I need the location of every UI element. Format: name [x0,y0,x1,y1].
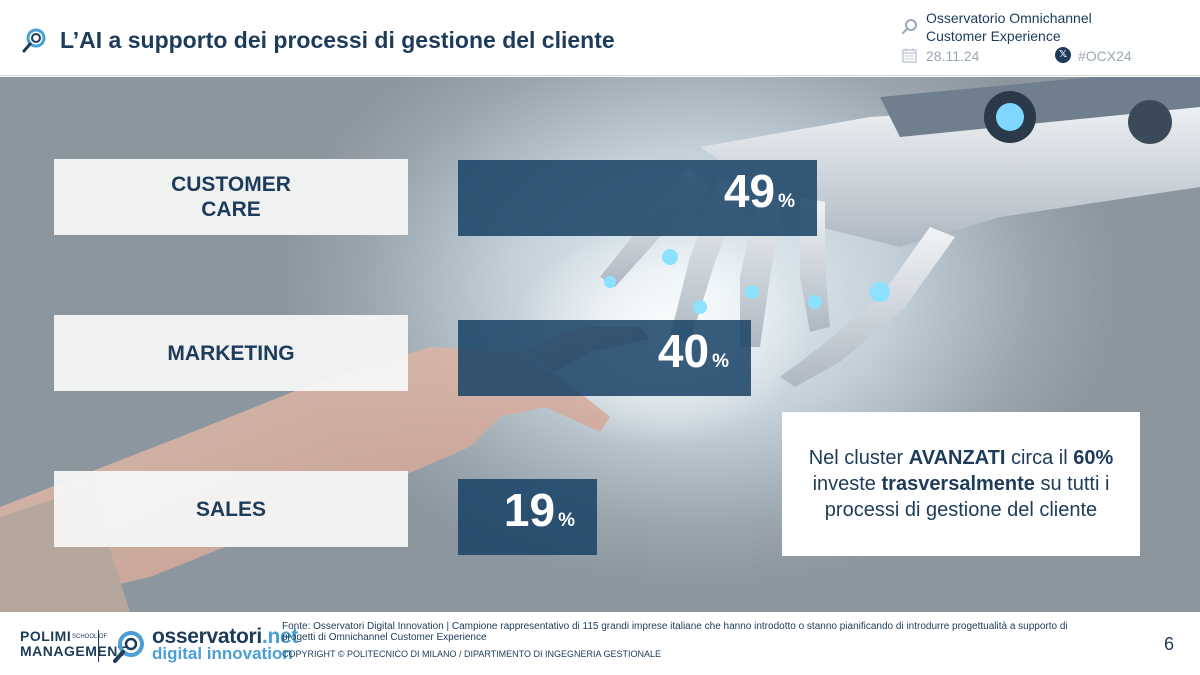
value-number: 19 [503,484,556,536]
category-label-customer-care: CUSTOMER CARE [54,159,408,235]
slide-footer: POLIMI MANAGEMENT SCHOOL OF osservatori.… [0,612,1200,675]
magnifier-logo-icon [22,28,46,53]
observatory-name: Osservatorio Omnichannel [926,10,1092,26]
observatory-subname: Customer Experience [926,28,1061,44]
calendar-icon [902,48,917,63]
callout-text-4: su tutti i processi di gestione del clie… [824,473,1110,521]
event-hashtag[interactable]: #OCX24 [1078,48,1132,64]
insight-callout: Nel cluster AVANZATI circa il 60% invest… [782,412,1140,556]
bar-sales: 19% [458,479,597,555]
bar-value-sales: 19% [504,482,575,549]
callout-bold-percent: 60% [1073,447,1114,469]
page-title: L’AI a supporto dei processi di gestione… [60,27,615,53]
school-of-text: SCHOOL OF [72,634,108,640]
category-label-marketing: MARKETING [54,315,408,391]
callout-bold-trasversalmente: trasversalmente [881,473,1035,495]
copyright-note: COPYRIGHT © POLITECNICO DI MILANO / DIPA… [282,649,662,659]
callout-bold-avanzati: AVANZATI [908,447,1006,469]
osservatori-logo-icon [113,631,144,663]
management-text: MANAGEMENT [20,643,127,659]
bar-marketing: 40% [458,320,751,396]
source-note: Fonte: Osservatori Digital Innovation | … [282,621,1068,643]
osservatori-net-logo-text: osservatori.net [152,625,298,649]
digital-innovation-logo-text: digital innovation [152,644,293,663]
x-social-icon[interactable]: 𝕏 [1055,47,1071,63]
category-label-sales: SALES [54,471,408,547]
value-number: 49 [723,165,776,217]
logo-net: .net [261,625,299,648]
observatory-icon [902,19,917,34]
value-number: 40 [657,325,710,377]
bar-value-customer-care: 49% [724,163,795,230]
value-suffix: % [712,351,729,372]
observatory-info: Osservatorio Omnichannel Customer Experi… [900,8,1190,70]
value-suffix: % [778,191,795,212]
value-suffix: % [558,510,575,531]
polimi-management-logo: POLIMI MANAGEMENT SCHOOL OF [20,629,127,659]
event-date: 28.11.24 [926,48,980,64]
page-number: 6 [1164,634,1175,654]
slide-header: L’AI a supporto dei processi di gestione… [0,0,1200,76]
logo-osservatori: osservatori [152,625,262,648]
bar-customer-care: 49% [458,160,817,236]
callout-text: Nel cluster AVANZATI circa il 60% invest… [796,445,1126,523]
polimi-text: POLIMI [20,628,72,644]
callout-text-2: circa il [1005,447,1074,469]
callout-text-1: Nel cluster [808,447,909,469]
logo-divider [98,630,99,662]
bar-value-marketing: 40% [658,323,729,390]
callout-text-3: investe [812,473,882,495]
